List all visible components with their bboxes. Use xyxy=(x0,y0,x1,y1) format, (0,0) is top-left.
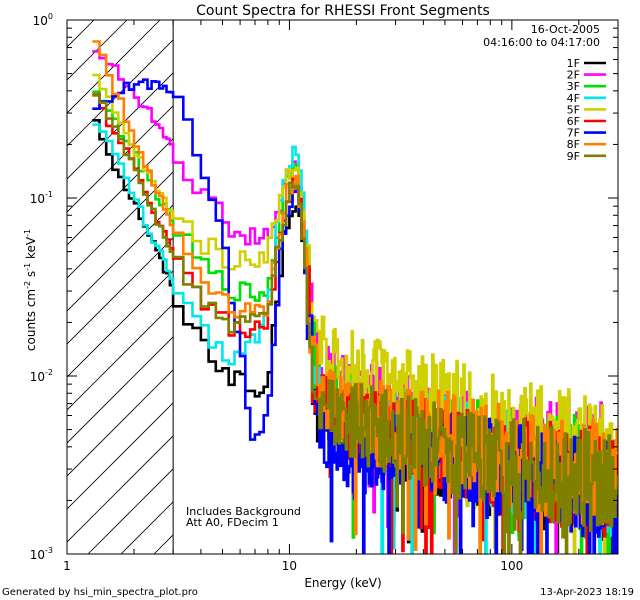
legend-label-1F: 1F xyxy=(567,57,580,70)
y-tick-label: 10-1 xyxy=(30,190,53,206)
hatch-line xyxy=(67,20,161,114)
legend-label-6F: 6F xyxy=(567,115,580,128)
series-9F-line xyxy=(92,94,618,554)
legend-label-2F: 2F xyxy=(567,69,580,82)
y-label-part-2: s xyxy=(24,271,38,281)
annotation-background: Includes Background xyxy=(186,505,301,518)
annotation-attenuator: Att A0, FDecim 1 xyxy=(186,516,279,529)
hatch-line xyxy=(67,369,174,477)
legend-label-8F: 8F xyxy=(567,138,580,151)
hatch-line xyxy=(67,204,174,312)
y-tick-label: 10-2 xyxy=(30,368,53,384)
hatch-line xyxy=(67,72,174,180)
y-label-exp-2: -1 xyxy=(23,263,32,271)
footer-timestamp: 13-Apr-2023 18:19 xyxy=(540,587,634,598)
y-label-part-3: keV xyxy=(24,236,38,263)
date-label: 16-Oct-2005 xyxy=(531,23,600,36)
hatch-line xyxy=(67,402,174,510)
y-label-exp-1: -2 xyxy=(23,281,32,289)
time-range-label: 04:16:00 to 04:17:00 xyxy=(483,36,600,49)
plot-frame xyxy=(66,19,619,555)
y-tick-exponent: -1 xyxy=(45,190,53,199)
x-tick-label: 1 xyxy=(63,559,71,573)
x-tick-label: 10 xyxy=(282,559,297,573)
chart-title: Count Spectra for RHESSI Front Segments xyxy=(196,3,490,19)
y-label-part-1: counts cm xyxy=(24,289,38,351)
footer-generated-by: Generated by hsi_min_spectra_plot.pro xyxy=(2,587,198,598)
series-layer xyxy=(92,40,618,554)
y-tick-exponent: -3 xyxy=(45,546,53,555)
legend-label-9F: 9F xyxy=(567,150,580,163)
legend-label-4F: 4F xyxy=(567,92,580,105)
hatch-line xyxy=(67,105,174,213)
legend-label-3F: 3F xyxy=(567,80,580,93)
y-tick-label: 10-3 xyxy=(30,546,53,562)
hatch-line xyxy=(67,237,174,345)
y-tick-label: 100 xyxy=(33,12,53,28)
y-tick-exponent: -2 xyxy=(45,368,53,377)
y-tick-exponent: 0 xyxy=(48,12,53,21)
y-label-exp-3: -1 xyxy=(23,229,32,237)
legend-label-7F: 7F xyxy=(567,127,580,140)
axis-ticks: 1 10 100 10-3 10-2 10-1 100 xyxy=(30,12,619,573)
hatch-line xyxy=(67,435,174,543)
x-tick-label: 100 xyxy=(500,559,523,573)
x-axis-label: Energy (keV) xyxy=(304,576,381,590)
hatch-line xyxy=(67,270,174,378)
y-axis-label: counts cm-2 s-1 keV-1 xyxy=(23,229,38,351)
legend-label-5F: 5F xyxy=(567,103,580,116)
